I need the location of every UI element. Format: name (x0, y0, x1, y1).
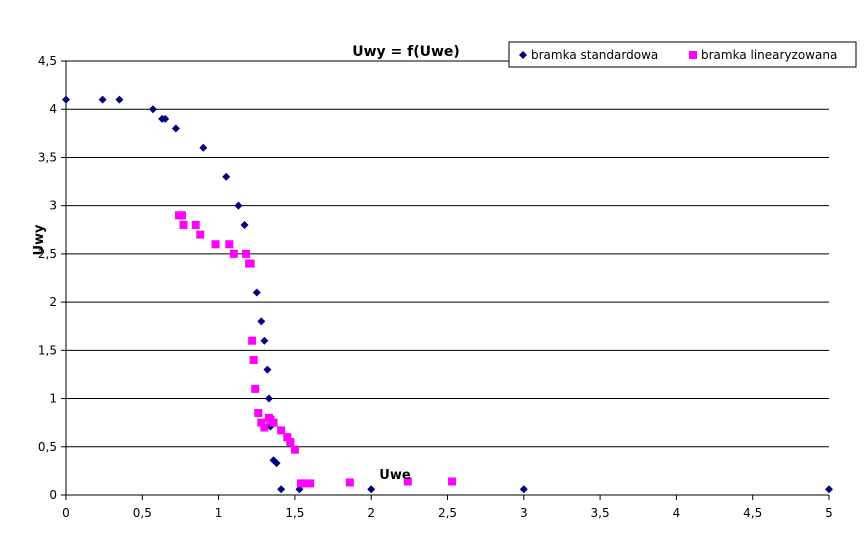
legend: bramka standardowa bramka linearyzowana (508, 41, 857, 68)
data-point (249, 355, 258, 364)
data-point (222, 172, 231, 181)
y-tick-label: 3,5 (38, 150, 57, 164)
axes (61, 60, 830, 500)
x-tick-label: 0,5 (133, 506, 152, 520)
legend-label: bramka linearyzowana (701, 48, 837, 62)
grid-lines (66, 60, 829, 448)
data-point (277, 485, 286, 494)
data-point (825, 485, 833, 494)
y-tick-label: 2,5 (38, 247, 57, 261)
x-tick-label: 3,5 (591, 506, 610, 520)
data-point (448, 477, 457, 486)
data-point (269, 418, 278, 427)
chart-title: Uwy = f(Uwe) (352, 44, 460, 60)
tick-labels: 0 0,5 1 1,5 2 2,5 3 3,5 4 4,5 0 0,5 1 1,5 2 2,5 3 3,5 4 4,5… (38, 54, 833, 520)
data-point (171, 124, 180, 133)
x-tick-label: 5 (825, 506, 833, 520)
data-point (277, 426, 286, 435)
series-2 (174, 211, 457, 488)
y-tick-label: 0,5 (38, 440, 57, 454)
data-point (251, 384, 260, 393)
x-tick-label: 2 (367, 506, 375, 520)
data-point (257, 418, 266, 427)
data-point (177, 211, 186, 220)
data-point (260, 423, 269, 432)
x-tick-label: 1 (215, 506, 223, 520)
x-tick-label: 2,5 (438, 506, 457, 520)
data-point (254, 409, 263, 418)
data-point (148, 105, 157, 114)
data-point (240, 220, 249, 229)
y-tick-label: 2 (49, 295, 57, 309)
legend-label: bramka standardowa (531, 48, 658, 62)
data-point (242, 249, 251, 258)
data-point (234, 201, 243, 210)
legend-box (508, 41, 857, 68)
data-point (260, 336, 269, 345)
y-tick-label: 1 (49, 392, 57, 406)
y-tick-label: 3 (49, 199, 57, 213)
data-point (272, 459, 281, 468)
data-point (367, 485, 376, 494)
data-point (403, 477, 412, 486)
data-point (62, 95, 70, 104)
y-tick-label: 1,5 (38, 343, 57, 357)
data-point (196, 230, 205, 239)
data-point (248, 336, 257, 345)
data-point (297, 479, 306, 488)
data-point (286, 437, 295, 446)
data-point (306, 479, 315, 488)
x-tick-label: 0 (62, 506, 70, 520)
y-axis-label: Uwy (32, 224, 47, 256)
x-tick-label: 3 (520, 506, 528, 520)
data-point (229, 249, 238, 258)
data-point (290, 445, 299, 454)
x-tick-label: 4,5 (743, 506, 762, 520)
data-point (179, 220, 188, 229)
data-point (115, 95, 124, 104)
data-point (519, 485, 528, 494)
y-tick-label: 4,5 (38, 54, 57, 68)
y-tick-label: 4 (49, 102, 57, 116)
data-series (62, 95, 833, 494)
series-1 (62, 95, 833, 494)
data-point (263, 365, 272, 374)
data-point (252, 288, 261, 297)
data-point (199, 143, 208, 152)
data-point (283, 433, 292, 442)
data-point (257, 317, 266, 326)
data-point (264, 394, 273, 403)
x-axis-label: Uwe (379, 468, 411, 483)
legend-marker (519, 51, 527, 59)
x-tick-label: 1,5 (285, 506, 304, 520)
data-point (161, 114, 170, 123)
data-point (211, 240, 220, 249)
data-point (191, 220, 200, 229)
data-point (98, 95, 107, 104)
y-tick-label: 0 (49, 488, 57, 502)
data-point (345, 478, 354, 487)
data-point (301, 479, 310, 488)
legend-marker (689, 51, 697, 59)
data-point (225, 240, 234, 249)
x-tick-label: 4 (673, 506, 681, 520)
data-point (246, 259, 255, 268)
